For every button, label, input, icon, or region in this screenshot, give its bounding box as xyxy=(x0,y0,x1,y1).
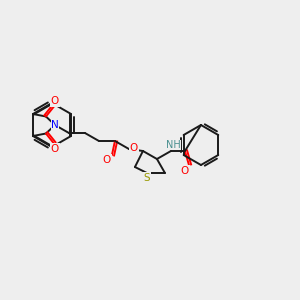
Text: O: O xyxy=(181,166,189,176)
Text: O: O xyxy=(130,143,138,153)
Text: NH: NH xyxy=(166,140,180,150)
Text: O: O xyxy=(51,143,59,154)
Text: O: O xyxy=(51,97,59,106)
Text: O: O xyxy=(103,155,111,165)
Text: N: N xyxy=(51,120,59,130)
Text: S: S xyxy=(144,173,150,183)
